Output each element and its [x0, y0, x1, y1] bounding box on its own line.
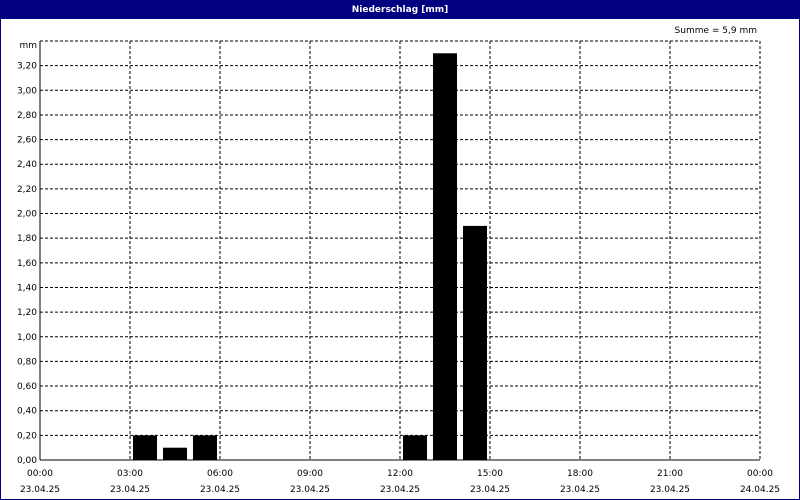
sum-label: Summe = 5,9 mm: [674, 26, 757, 36]
x-tick-time-0: 00:00: [27, 469, 53, 479]
y-tick-label-7: 1,40: [17, 283, 37, 293]
x-tick-date-1: 23.04.25: [110, 485, 150, 495]
x-tick-date-3: 23.04.25: [290, 485, 330, 495]
x-tick-date-6: 23.04.25: [560, 485, 600, 495]
window-title: Niederschlag [mm]: [1, 1, 799, 19]
x-tick-time-1: 03:00: [117, 469, 143, 479]
x-tick-time-8: 00:00: [747, 469, 773, 479]
y-tick-label-4: 0,80: [17, 357, 37, 367]
y-tick-label-12: 2,40: [17, 160, 37, 170]
y-tick-label-16: 3,20: [17, 62, 37, 72]
x-tick-date-7: 23.04.25: [650, 485, 690, 495]
y-tick-label-6: 1,20: [17, 308, 37, 318]
x-tick-date-0: 23.04.25: [20, 485, 60, 495]
chart-bar-2: [193, 435, 217, 460]
x-tick-time-5: 15:00: [477, 469, 503, 479]
y-tick-label-5: 1,00: [17, 333, 37, 343]
chart-bar-0: [133, 435, 157, 460]
x-tick-time-2: 06:00: [207, 469, 233, 479]
chart-bar-5: [463, 225, 487, 460]
y-tick-label-2: 0,40: [17, 407, 37, 417]
y-tick-label-10: 2,00: [17, 210, 37, 220]
y-tick-label-14: 2,80: [17, 111, 37, 121]
x-tick-date-8: 24.04.25: [740, 485, 780, 495]
chart-bar-3: [403, 435, 427, 460]
chart-bar-1: [163, 447, 187, 460]
x-tick-time-6: 18:00: [567, 469, 593, 479]
y-tick-label-8: 1,60: [17, 259, 37, 269]
y-tick-label-0: 0,00: [17, 456, 37, 466]
y-tick-label-9: 1,80: [17, 234, 37, 244]
y-tick-label-3: 0,60: [17, 382, 37, 392]
x-tick-time-3: 09:00: [297, 469, 323, 479]
y-tick-label-13: 2,60: [17, 136, 37, 146]
y-tick-label-1: 0,20: [17, 431, 37, 441]
chart-bar-4: [433, 53, 457, 461]
y-tick-label-15: 3,00: [17, 86, 37, 96]
x-tick-time-4: 12:00: [387, 469, 413, 479]
x-tick-date-2: 23.04.25: [200, 485, 240, 495]
x-tick-time-7: 21:00: [657, 469, 683, 479]
x-tick-date-5: 23.04.25: [470, 485, 510, 495]
x-tick-date-4: 23.04.25: [380, 485, 420, 495]
y-tick-label-11: 2,20: [17, 185, 37, 195]
y-axis-unit: mm: [19, 41, 37, 51]
